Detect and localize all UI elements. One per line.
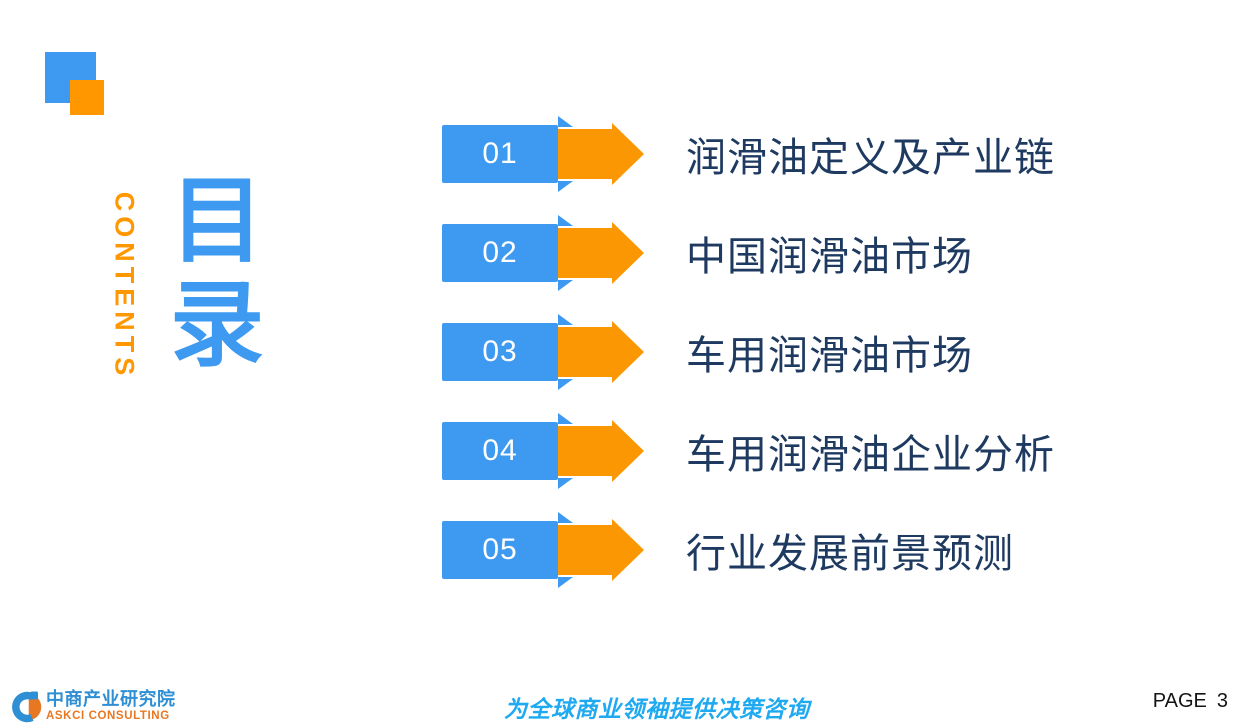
toc-item-shape: 02 — [442, 215, 644, 291]
toc-item-number-text: 05 — [482, 533, 518, 566]
toc-item-number: 05 — [442, 521, 558, 579]
arrow-back-peek-top-icon — [558, 116, 573, 127]
toc-item-03[interactable]: 03 车用润滑油市场 — [442, 314, 1055, 390]
arrow-back-peek-bottom-icon — [558, 478, 573, 489]
toc-item-label: 车用润滑油市场 — [686, 333, 973, 378]
arrow-back-peek-top-icon — [558, 512, 573, 523]
arrow-back-peek-bottom-icon — [558, 280, 573, 291]
toc-item-label: 车用润滑油企业分析 — [686, 432, 1055, 477]
toc-item-02[interactable]: 02 中国润滑油市场 — [442, 215, 1055, 291]
logo-company-name-en: ASKCI CONSULTING — [46, 710, 170, 722]
toc-item-shape: 03 — [442, 314, 644, 390]
page-number-value: 3 — [1216, 690, 1228, 712]
arrow-right-icon — [558, 420, 644, 482]
askci-logo-icon — [12, 691, 42, 723]
arrow-back-peek-top-icon — [558, 215, 573, 226]
toc-item-number: 02 — [442, 224, 558, 282]
toc-item-number: 01 — [442, 125, 558, 183]
arrow-back-peek-top-icon — [558, 314, 573, 325]
toc-item-04[interactable]: 04 车用润滑油企业分析 — [442, 413, 1055, 489]
arrow-right-icon — [558, 222, 644, 284]
toc-chinese-title: 目 录 — [167, 170, 267, 378]
arrow-back-peek-bottom-icon — [558, 577, 573, 588]
toc-item-number-text: 02 — [482, 236, 518, 269]
toc-item-number: 04 — [442, 422, 558, 480]
toc-item-05[interactable]: 05 行业发展前景预测 — [442, 512, 1055, 588]
toc-item-shape: 01 — [442, 116, 644, 192]
toc-chinese-title-char1: 目 — [169, 167, 264, 276]
toc-item-shape: 04 — [442, 413, 644, 489]
decor-orange-square — [70, 80, 104, 115]
toc-item-number: 03 — [442, 323, 558, 381]
toc-item-01[interactable]: 01 润滑油定义及产业链 — [442, 116, 1055, 192]
page-label: PAGE — [1152, 690, 1207, 712]
footer-slogan: 为全球商业领袖提供决策咨询 — [504, 697, 810, 722]
askci-logo: 中商产业研究院 ASKCI CONSULTING — [8, 690, 176, 724]
toc-item-number-text: 04 — [482, 434, 518, 467]
arrow-right-icon — [558, 519, 644, 581]
logo-company-name-cn: 中商产业研究院 — [46, 689, 176, 709]
page-number: PAGE 3 — [1153, 690, 1228, 713]
toc-item-shape: 05 — [442, 512, 644, 588]
askci-logo-text: 中商产业研究院 ASKCI CONSULTING — [46, 690, 176, 723]
arrow-back-peek-bottom-icon — [558, 379, 573, 390]
toc-chinese-title-char2: 录 — [169, 271, 264, 380]
toc-item-label: 中国润滑油市场 — [686, 234, 973, 279]
arrow-back-peek-bottom-icon — [558, 181, 573, 192]
toc-list: 01 润滑油定义及产业链 02 中国润滑油市场 03 — [442, 116, 1055, 620]
contents-vertical-heading: CONTENTS — [109, 191, 140, 381]
arrow-right-icon — [558, 123, 644, 185]
arrow-right-icon — [558, 321, 644, 383]
toc-item-number-text: 01 — [482, 137, 518, 170]
toc-item-number-text: 03 — [482, 335, 518, 368]
toc-item-label: 行业发展前景预测 — [686, 531, 1014, 576]
toc-item-label: 润滑油定义及产业链 — [686, 135, 1055, 180]
arrow-back-peek-top-icon — [558, 413, 573, 424]
